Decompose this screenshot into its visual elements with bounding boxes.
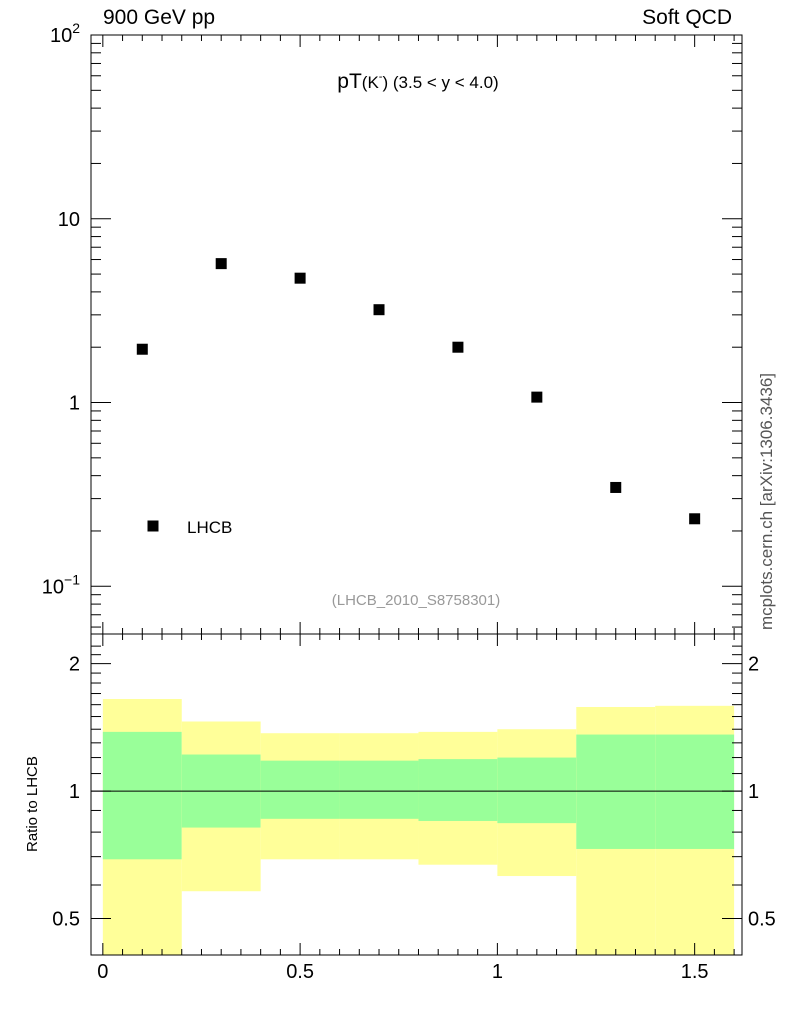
main-y-tick-label-2: 10 bbox=[58, 209, 80, 231]
ratio-green-band-5 bbox=[497, 757, 577, 824]
data-point bbox=[136, 343, 148, 355]
ratio-y-tick-label-right-0: 0.5 bbox=[748, 909, 776, 931]
main-y-tick-label-1: 1 bbox=[69, 393, 80, 415]
legend-label: LHCB bbox=[187, 518, 232, 537]
ratio-y-tick-label-right-1: 1 bbox=[748, 781, 759, 803]
main-frame bbox=[90, 34, 743, 635]
ratio-green-band-6 bbox=[576, 734, 656, 849]
ratio-y-tick-label-right-2: 2 bbox=[748, 654, 759, 676]
ratio-panel: 0 0.5 1 1.5 0.5 0.5 1 1 2 2 bbox=[52, 633, 776, 983]
data-point bbox=[452, 341, 464, 353]
data-point bbox=[215, 258, 227, 270]
top-right-label: Soft QCD bbox=[642, 6, 732, 29]
x-tick-label-3: 1.5 bbox=[681, 961, 709, 983]
data-point bbox=[294, 272, 306, 284]
x-tick-label-2: 1 bbox=[492, 961, 503, 983]
data-point bbox=[689, 513, 701, 525]
analysis-annotation: (LHCB_2010_S8758301) bbox=[332, 592, 500, 609]
main-y-tick-label-0: 10−1 bbox=[42, 571, 80, 598]
main-y-tick-label-3: 102 bbox=[50, 20, 80, 47]
ratio-frame bbox=[90, 633, 743, 956]
x-tick-label-0: 0 bbox=[97, 961, 108, 983]
legend-marker bbox=[147, 520, 159, 532]
x-tick-label-1: 0.5 bbox=[286, 961, 314, 983]
ratio-green-band-4 bbox=[418, 759, 498, 821]
ratio-y-tick-label-left-0: 0.5 bbox=[52, 909, 80, 931]
plot-title: pT(K-) (3.5 < y < 4.0) bbox=[337, 70, 498, 93]
main-panel: 10−1 1 10 102 pT(K-) (3.5 < y < 4.0) LHCB (LHC… bbox=[42, 20, 743, 635]
ratio-y-tick-label-left-1: 1 bbox=[69, 781, 80, 803]
top-left-label: 900 GeV pp bbox=[103, 6, 216, 29]
ratio-green-band-0 bbox=[102, 731, 182, 860]
ratio-green-band-2 bbox=[260, 760, 340, 819]
data-point bbox=[373, 304, 385, 316]
data-point bbox=[610, 481, 622, 493]
data-point bbox=[531, 391, 543, 403]
ratio-green-band-3 bbox=[339, 760, 419, 819]
ratio-green-band-7 bbox=[655, 734, 735, 849]
ratio-y-tick-label-left-2: 2 bbox=[69, 654, 80, 676]
